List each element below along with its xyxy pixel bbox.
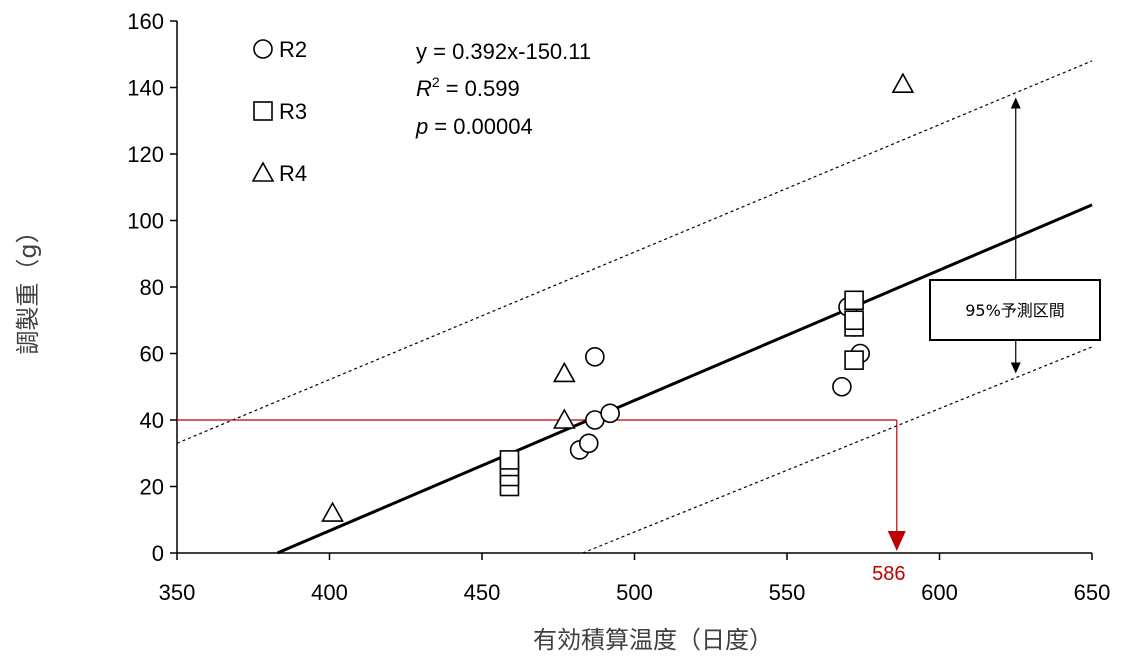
regression-equation: y = 0.392x-150.11 [416, 39, 591, 64]
y-tick-label: 20 [140, 475, 164, 500]
p-symbol: p [415, 114, 428, 139]
x-tick-label: 400 [311, 580, 348, 605]
y-tick-label: 60 [140, 342, 164, 367]
data-point-R3 [844, 310, 864, 331]
legend-label-R3: R3 [279, 99, 307, 124]
r-squared-value: = 0.599 [446, 76, 520, 101]
legend: R2 R3 R4 [251, 37, 307, 186]
y-tick-label: 100 [127, 209, 164, 234]
x-axis-title: 有効積算温度（日度） [533, 626, 773, 654]
prediction-interval-upper [176, 60, 1093, 444]
prediction-interval-arrowhead-up [1010, 97, 1021, 109]
y-axis-title: 調製重（g） [14, 219, 42, 354]
x-tick-label: 450 [464, 580, 501, 605]
x-tick-label: 600 [921, 580, 958, 605]
legend-marker-R4 [251, 161, 275, 182]
series-R2 [569, 297, 871, 460]
annotation-arrowhead [887, 531, 906, 551]
data-point-R4 [552, 408, 576, 429]
r-squared-stat: R2 = 0.599 [416, 74, 520, 101]
y-tick-label: 160 [127, 9, 164, 34]
x-tick-label: 350 [159, 580, 196, 605]
regression-line [277, 203, 1093, 555]
legend-label-R2: R2 [279, 37, 307, 62]
data-point-R4 [891, 72, 915, 93]
data-point-R2 [600, 403, 620, 424]
prediction-interval-box [929, 279, 1101, 341]
data-point-R3 [844, 350, 864, 370]
legend-marker-R2 [253, 39, 273, 59]
y-tick-label: 120 [127, 142, 164, 167]
prediction-interval-lower [582, 346, 1093, 554]
p-value-stat: p = 0.00004 [415, 114, 533, 139]
p-value: = 0.00004 [434, 114, 532, 139]
y-tick-label: 40 [140, 408, 164, 433]
regression-stats: y = 0.392x-150.11 R2 = 0.599 p = 0.00004 [415, 39, 591, 139]
r-squared-exponent: 2 [432, 74, 440, 90]
x-tick-label: 500 [616, 580, 653, 605]
data-point-R4 [321, 501, 344, 522]
legend-marker-R3 [253, 101, 273, 121]
data-point-R2 [578, 433, 599, 454]
y-tick-label: 140 [127, 76, 164, 101]
series-R4 [321, 72, 915, 522]
data-point-R4 [552, 361, 576, 383]
legend-label-R4: R4 [279, 161, 307, 186]
annotation-label: 586 [872, 563, 905, 585]
annotation: 586 [177, 419, 906, 585]
x-tick-label: 550 [769, 580, 806, 605]
prediction-interval-label: 95%予測区間 [965, 301, 1065, 320]
y-tick-label: 0 [152, 541, 164, 566]
data-points [321, 72, 915, 522]
prediction-interval-label-box: 95%予測区間 [929, 279, 1101, 341]
r-squared-symbol: R [416, 76, 432, 101]
series-R3 [499, 290, 864, 497]
data-point-R3 [499, 450, 520, 470]
x-tick-label: 650 [1074, 580, 1111, 605]
y-tick-label: 80 [140, 275, 164, 300]
prediction-interval-arrowhead-down [1010, 362, 1021, 374]
regression [277, 203, 1093, 555]
data-point-R2 [585, 347, 605, 367]
axes: 0 20 40 60 80 100 120 140 160 350 400 450 500 550 600 6… [127, 9, 1110, 605]
data-point-R2 [832, 376, 852, 397]
data-point-R3 [844, 290, 864, 311]
